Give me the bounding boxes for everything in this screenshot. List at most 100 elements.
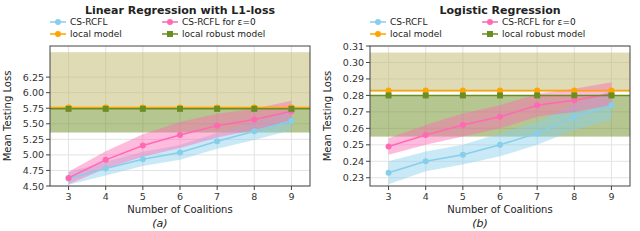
point bbox=[140, 156, 146, 162]
panel: Linear Regression with L1-loss4.504.755.… bbox=[2, 4, 310, 230]
tick bbox=[500, 186, 501, 190]
tick bbox=[291, 186, 292, 190]
tick-label: 4 bbox=[103, 191, 109, 202]
legend-marker bbox=[487, 19, 493, 25]
tick bbox=[366, 95, 370, 96]
point bbox=[386, 143, 392, 149]
point bbox=[571, 114, 577, 120]
point bbox=[288, 118, 294, 124]
tick bbox=[46, 77, 50, 78]
tick bbox=[217, 186, 218, 190]
tick-label: 0.26 bbox=[343, 123, 364, 134]
point bbox=[497, 142, 503, 148]
tick bbox=[462, 186, 463, 190]
tick bbox=[366, 78, 370, 79]
line bbox=[69, 121, 292, 179]
tick bbox=[46, 154, 50, 155]
axis-label: Mean Testing Loss bbox=[322, 71, 333, 162]
tick bbox=[46, 186, 50, 187]
legend-label: local robust model bbox=[502, 29, 585, 39]
legend-marker bbox=[55, 31, 61, 37]
point bbox=[534, 92, 540, 98]
tick-label: 0.29 bbox=[343, 73, 364, 84]
tick bbox=[254, 186, 255, 190]
tick bbox=[180, 186, 181, 190]
point bbox=[103, 106, 109, 112]
legend-item: local robust model bbox=[162, 29, 265, 39]
tick bbox=[142, 186, 143, 190]
tick-label: 4.50 bbox=[23, 181, 44, 192]
plot-frame bbox=[50, 46, 310, 186]
chart-svg: Linear Regression with L1-loss4.504.755.… bbox=[0, 0, 640, 231]
point bbox=[140, 106, 146, 112]
legend-marker bbox=[55, 19, 61, 25]
tick-label: 6.25 bbox=[23, 72, 44, 83]
tick-label: 7 bbox=[534, 191, 540, 202]
legend: CS-RCFLCS-RCFL for ε=0local modellocal r… bbox=[370, 17, 585, 39]
point bbox=[214, 138, 220, 144]
point bbox=[214, 123, 220, 129]
tick-label: 0.31 bbox=[343, 41, 364, 52]
tick-label: 9 bbox=[288, 191, 294, 202]
tick-label: 0.28 bbox=[343, 90, 364, 101]
point bbox=[103, 157, 109, 163]
point bbox=[608, 92, 614, 98]
tick bbox=[425, 186, 426, 190]
tick-label: 5 bbox=[140, 191, 146, 202]
tick-label: 5.75 bbox=[23, 103, 44, 114]
legend-marker bbox=[487, 31, 493, 37]
point bbox=[460, 152, 466, 158]
chart-container: Linear Regression with L1-loss4.504.755.… bbox=[0, 0, 640, 231]
tick-label: 9 bbox=[608, 191, 614, 202]
plot-area bbox=[370, 53, 630, 185]
tick bbox=[366, 46, 370, 47]
tick bbox=[366, 144, 370, 145]
point bbox=[423, 132, 429, 138]
point bbox=[177, 106, 183, 112]
tick-label: 6.00 bbox=[23, 87, 44, 98]
point bbox=[386, 170, 392, 176]
tick-label: 8 bbox=[571, 191, 577, 202]
tick-label: 0.27 bbox=[343, 106, 364, 117]
point bbox=[66, 106, 72, 112]
tick bbox=[574, 186, 575, 190]
point bbox=[66, 175, 72, 181]
tick bbox=[46, 170, 50, 171]
legend-label: local model bbox=[390, 29, 442, 39]
tick bbox=[366, 177, 370, 178]
point bbox=[214, 106, 220, 112]
tick-label: 0.23 bbox=[343, 172, 364, 183]
band bbox=[389, 82, 612, 154]
point bbox=[460, 92, 466, 98]
point bbox=[66, 176, 72, 182]
caption: (a) bbox=[152, 217, 167, 230]
tick-label: 5.50 bbox=[23, 118, 44, 129]
tick bbox=[46, 108, 50, 109]
point bbox=[177, 132, 183, 138]
band bbox=[69, 101, 292, 184]
legend-marker bbox=[167, 19, 173, 25]
legend-marker bbox=[167, 31, 173, 37]
tick bbox=[46, 139, 50, 140]
tick bbox=[105, 186, 106, 190]
legend-label: local robust model bbox=[182, 29, 265, 39]
point bbox=[177, 149, 183, 155]
tick bbox=[46, 123, 50, 124]
point bbox=[251, 116, 257, 122]
point bbox=[423, 158, 429, 164]
point bbox=[460, 122, 466, 128]
legend-item: local model bbox=[370, 29, 442, 39]
point bbox=[288, 106, 294, 112]
band bbox=[50, 52, 310, 109]
point bbox=[497, 92, 503, 98]
legend-label: CS-RCFL bbox=[390, 17, 428, 27]
point bbox=[103, 166, 109, 172]
tick-label: 7 bbox=[214, 191, 220, 202]
tick-label: 6 bbox=[497, 191, 503, 202]
point bbox=[534, 130, 540, 136]
tick bbox=[537, 186, 538, 190]
point bbox=[423, 92, 429, 98]
legend-label: local model bbox=[70, 29, 122, 39]
tick-label: 0.30 bbox=[343, 57, 364, 68]
tick bbox=[611, 186, 612, 190]
